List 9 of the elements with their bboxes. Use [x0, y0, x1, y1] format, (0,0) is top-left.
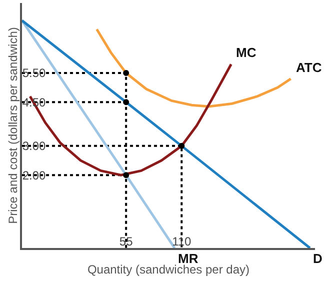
x-tick-label: 55 [119, 234, 134, 248]
series-label: MC [236, 45, 257, 60]
y-tick-label: 5.50 [22, 66, 46, 80]
y-axis-title: Price and cost (dollars per sandwich) [6, 27, 20, 224]
series-label: D [313, 251, 322, 266]
y-tick-label: 2.00 [22, 168, 46, 182]
x-tick-label: 110 [172, 234, 192, 248]
y-tick-label: 3.00 [22, 139, 46, 154]
series-label: ATC [296, 60, 322, 75]
